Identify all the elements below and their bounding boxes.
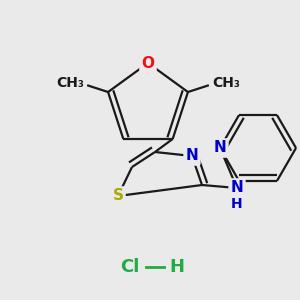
Text: H: H	[231, 197, 243, 211]
Text: CH₃: CH₃	[56, 76, 84, 90]
Text: N: N	[186, 148, 198, 164]
Text: CH₃: CH₃	[212, 76, 240, 90]
Text: S: S	[112, 188, 124, 203]
Text: O: O	[142, 56, 154, 70]
Text: N: N	[231, 181, 243, 196]
Text: H: H	[169, 258, 184, 276]
Text: N: N	[214, 140, 226, 155]
Text: Cl: Cl	[120, 258, 140, 276]
